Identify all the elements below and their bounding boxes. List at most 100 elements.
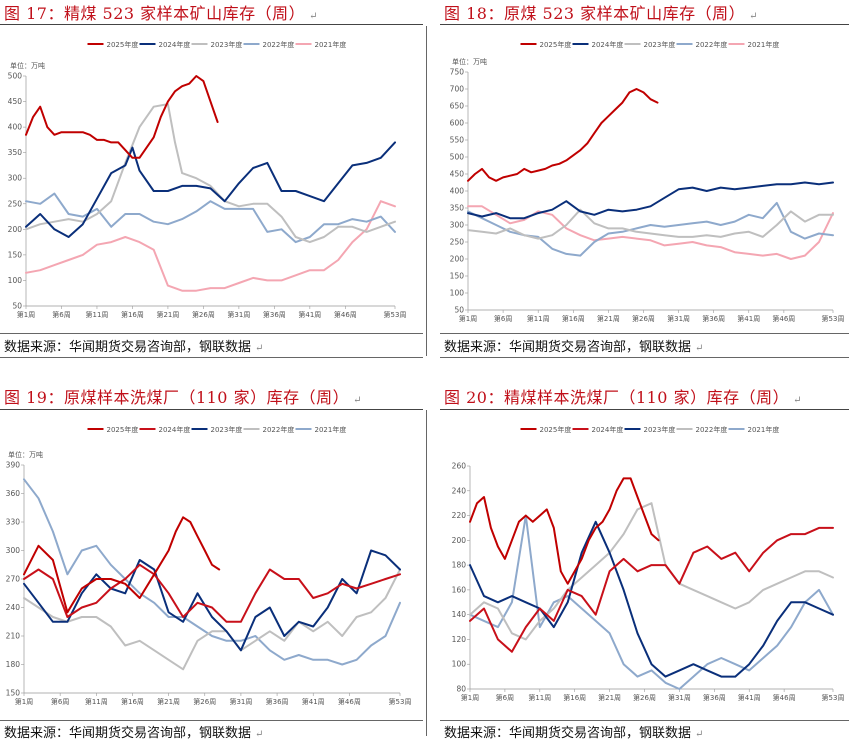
y-tick-label: 160 bbox=[452, 585, 467, 594]
legend: 2025年度 2024年度 2023年度 2022年度 2021年度 bbox=[87, 425, 347, 434]
y-tick-label: 120 bbox=[452, 635, 467, 644]
y-tick-label: 200 bbox=[450, 255, 465, 264]
series-line-2023 bbox=[23, 549, 401, 652]
series-line-2022 bbox=[23, 568, 401, 671]
legend-label: 2022年度 bbox=[696, 40, 728, 49]
series-line-2024 bbox=[469, 526, 834, 653]
panel-fig17: 图 17：精煤 523 家样本矿山库存（周） ↵ 2025年度 2024年度 2023… bbox=[0, 0, 423, 370]
y-tick-label: 500 bbox=[450, 153, 465, 162]
series-line-2022 bbox=[467, 201, 834, 257]
series-line-2021 bbox=[25, 200, 396, 292]
series-line-2025 bbox=[469, 477, 660, 585]
x-tick-label: 第16周 bbox=[562, 314, 585, 323]
series-line-2022 bbox=[469, 502, 834, 641]
x-tick-label: 第31周 bbox=[227, 310, 250, 319]
y-tick-label: 250 bbox=[450, 238, 465, 247]
legend-label: 2024年度 bbox=[159, 40, 191, 49]
source-note: 数据来源：华闻期货交易咨询部，钢联数据 ↵ bbox=[444, 726, 704, 741]
x-tick-label: 第36周 bbox=[263, 310, 286, 319]
y-tick-label: 450 bbox=[450, 170, 465, 179]
y-tick-label: 400 bbox=[8, 123, 23, 132]
legend-label: 2025年度 bbox=[540, 40, 572, 49]
legend-label: 2024年度 bbox=[159, 425, 191, 434]
x-tick-label: 第36周 bbox=[703, 693, 726, 702]
y-tick-label: 350 bbox=[450, 204, 465, 213]
x-tick-label: 第21周 bbox=[156, 310, 179, 319]
source-note: 数据来源：华闻期货交易咨询部，钢联数据 ↵ bbox=[4, 340, 264, 355]
y-tick-label: 360 bbox=[6, 489, 21, 498]
x-tick-label: 第16周 bbox=[121, 697, 144, 706]
y-tick-label: 500 bbox=[8, 72, 23, 81]
x-tick-label: 第11周 bbox=[86, 310, 109, 319]
legend-label: 2021年度 bbox=[315, 425, 347, 434]
y-tick-label: 700 bbox=[450, 85, 465, 94]
unit-label: 单位：万吨 bbox=[8, 450, 43, 459]
x-tick-label: 第1周 bbox=[461, 693, 479, 702]
x-tick-label: 第21周 bbox=[157, 697, 180, 706]
y-tick-label: 100 bbox=[8, 276, 23, 285]
y-tick-label: 600 bbox=[450, 119, 465, 128]
legend-label: 2023年度 bbox=[644, 425, 676, 434]
unit-label: 单位：万吨 bbox=[452, 57, 487, 66]
x-tick-label: 第1周 bbox=[15, 697, 33, 706]
legend-label: 2022年度 bbox=[263, 40, 295, 49]
y-tick-label: 200 bbox=[8, 225, 23, 234]
y-tick-label: 300 bbox=[450, 221, 465, 230]
x-tick-label: 第26周 bbox=[633, 693, 656, 702]
source-note: 数据来源：华闻期货交易咨询部，钢联数据 ↵ bbox=[4, 726, 264, 741]
y-tick-label: 140 bbox=[452, 610, 467, 619]
legend: 2025年度 2024年度 2023年度 2022年度 2021年度 bbox=[87, 40, 346, 49]
x-tick-label: 第26周 bbox=[192, 310, 215, 319]
y-tick-label: 350 bbox=[8, 148, 23, 157]
y-tick-label: 300 bbox=[6, 546, 21, 555]
y-tick-label: 240 bbox=[452, 486, 467, 495]
y-tick-label: 150 bbox=[8, 250, 23, 259]
series-line-2023 bbox=[25, 103, 396, 244]
series-line-2023 bbox=[467, 208, 834, 240]
x-tick-label: 第53周 bbox=[822, 693, 845, 702]
x-tick-label: 第11周 bbox=[85, 697, 108, 706]
chart-title: 图 18：原煤 523 家样本矿山库存（周） ↵ bbox=[444, 4, 759, 23]
legend-label: 2025年度 bbox=[107, 425, 139, 434]
y-tick-label: 400 bbox=[450, 187, 465, 196]
legend-label: 2021年度 bbox=[748, 425, 780, 434]
x-tick-label: 第31周 bbox=[667, 314, 690, 323]
y-tick-label: 100 bbox=[450, 289, 465, 298]
legend-label: 2025年度 bbox=[107, 40, 139, 49]
panel-fig18: 图 18：原煤 523 家样本矿山库存（周） ↵ 2025年度 2024年度 2023… bbox=[440, 0, 849, 370]
y-tick-label: 250 bbox=[8, 199, 23, 208]
legend-label: 2023年度 bbox=[211, 40, 243, 49]
x-tick-label: 第1周 bbox=[17, 310, 35, 319]
y-tick-label: 180 bbox=[6, 660, 21, 669]
y-tick-label: 200 bbox=[452, 536, 467, 545]
panel-fig19: 图 19：原煤样本洗煤厂（110 家）库存（周） ↵ 2025年度 2024年度 20… bbox=[0, 384, 423, 742]
x-tick-label: 第31周 bbox=[668, 693, 691, 702]
y-tick-label: 80 bbox=[456, 685, 466, 694]
x-tick-label: 第41周 bbox=[302, 697, 325, 706]
series-line-2025 bbox=[25, 75, 219, 159]
x-tick-label: 第21周 bbox=[598, 693, 621, 702]
x-tick-label: 第41周 bbox=[737, 314, 760, 323]
series-line-2023 bbox=[469, 520, 834, 678]
x-tick-label: 第16周 bbox=[563, 693, 586, 702]
y-tick-label: 210 bbox=[6, 632, 21, 641]
x-tick-label: 第11周 bbox=[527, 314, 550, 323]
x-tick-label: 第11周 bbox=[528, 693, 551, 702]
series-line-2021 bbox=[469, 514, 834, 690]
x-tick-label: 第36周 bbox=[702, 314, 725, 323]
x-tick-label: 第41周 bbox=[298, 310, 321, 319]
y-tick-label: 270 bbox=[6, 575, 21, 584]
y-tick-label: 550 bbox=[450, 136, 465, 145]
y-tick-label: 240 bbox=[6, 603, 21, 612]
y-tick-label: 220 bbox=[452, 511, 467, 520]
legend: 2025年度 2024年度 2023年度 2022年度 2021年度 bbox=[520, 425, 780, 434]
legend-label: 2022年度 bbox=[263, 425, 295, 434]
x-tick-label: 第46周 bbox=[772, 314, 795, 323]
x-tick-label: 第6周 bbox=[51, 697, 69, 706]
y-tick-label: 300 bbox=[8, 174, 23, 183]
x-tick-label: 第53周 bbox=[822, 314, 845, 323]
y-tick-label: 650 bbox=[450, 102, 465, 111]
series-line-2024 bbox=[467, 181, 834, 220]
